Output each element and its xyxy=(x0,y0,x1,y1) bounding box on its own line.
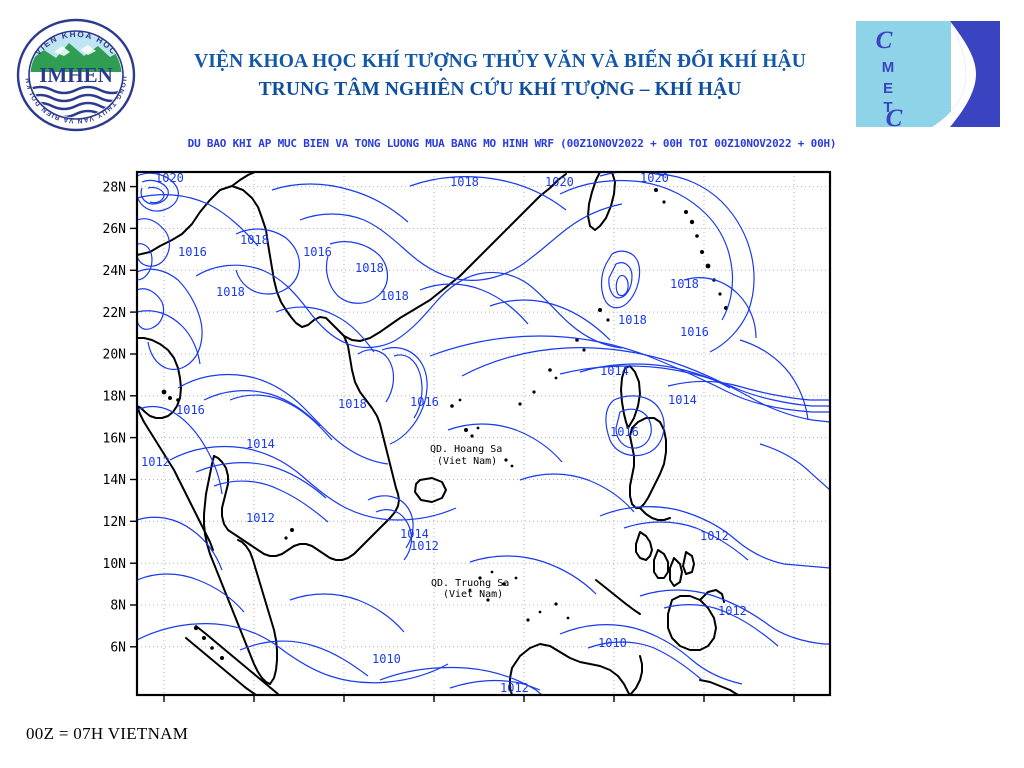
contour-label: 1018 xyxy=(240,233,269,247)
contour-label: 1014 xyxy=(400,527,429,541)
organization-title-block: VIỆN KHOA HỌC KHÍ TƯỢNG THỦY VĂN VÀ BIẾN… xyxy=(170,50,830,102)
contour-label: 1018 xyxy=(216,285,245,299)
contour-label: 1010 xyxy=(372,652,401,666)
map-background xyxy=(0,160,1024,708)
x-axis-tick-labels: 95E 100E 105E 110E 115E 120E 125E 130E xyxy=(152,707,809,708)
contour-label: 1012 xyxy=(718,604,747,618)
isobar-contours xyxy=(137,172,830,695)
y-tick-label: 18N xyxy=(103,390,126,405)
cmetc-letter-t: T xyxy=(883,99,892,116)
island-specks xyxy=(161,188,728,660)
page-header: IMHEN VIEN KHOA HOC KHI TUONG THUY VAN V… xyxy=(0,0,1024,150)
x-tick-label: 115E xyxy=(508,707,539,708)
y-tick-label: 16N xyxy=(103,431,126,446)
x-tick-label: 125E xyxy=(688,707,719,708)
truong-sa-label-line1: QD. Truong Sa xyxy=(431,578,509,589)
contour-label: 1016 xyxy=(610,425,639,439)
axis-ticks xyxy=(130,185,795,702)
y-tick-label: 20N xyxy=(103,348,126,363)
cmetc-letter-c2: C xyxy=(886,105,903,130)
y-axis-tick-labels: 6N 8N 10N 12N 14N 16N 18N 20N 22N 24N 26… xyxy=(103,180,126,655)
truong-sa-label-line2: (Viet Nam) xyxy=(443,589,503,600)
contour-label: 1018 xyxy=(450,175,479,189)
page-title-institute: VIỆN KHOA HỌC KHÍ TƯỢNG THỦY VĂN VÀ BIẾN… xyxy=(194,51,806,72)
contour-label: 1016 xyxy=(680,325,709,339)
contour-label: 1014 xyxy=(600,364,629,378)
imhen-logo: IMHEN VIEN KHOA HOC KHI TUONG THUY VAN V… xyxy=(14,16,136,132)
contour-label: 1014 xyxy=(246,437,275,451)
page-title-center: TRUNG TÂM NGHIÊN CỨU KHÍ TƯỢNG – KHÍ HẬU xyxy=(258,78,742,100)
y-tick-label: 8N xyxy=(110,599,126,614)
y-tick-label: 12N xyxy=(103,515,126,530)
contour-label: 1018 xyxy=(670,277,699,291)
contour-label: 1012 xyxy=(246,511,275,525)
x-tick-label: 95E xyxy=(152,707,175,708)
y-tick-label: 28N xyxy=(103,180,126,195)
y-tick-label: 24N xyxy=(103,264,126,279)
y-tick-label: 6N xyxy=(110,641,126,656)
x-tick-label: 120E xyxy=(598,707,629,708)
imhen-acronym: IMHEN xyxy=(39,63,113,87)
cmetc-letter-c1: C xyxy=(876,27,893,54)
x-tick-label: 110E xyxy=(418,707,449,708)
x-tick-label: 105E xyxy=(328,707,359,708)
contour-label: 1018 xyxy=(618,313,647,327)
x-tick-label: 130E xyxy=(778,707,809,708)
island-annotations: QD. Hoang Sa (Viet Nam) QD. Truong Sa (V… xyxy=(430,444,509,600)
y-tick-label: 26N xyxy=(103,222,126,237)
cmetc-logo: C M E T C xyxy=(854,18,1004,130)
hoang-sa-label-line2: (Viet Nam) xyxy=(437,456,497,467)
contour-label: 1020 xyxy=(155,171,184,185)
contour-label: 1020 xyxy=(545,175,574,189)
contour-label: 1018 xyxy=(338,397,367,411)
contour-label: 1012 xyxy=(700,529,729,543)
y-tick-label: 22N xyxy=(103,306,126,321)
contour-label: 1018 xyxy=(380,289,409,303)
y-tick-label: 14N xyxy=(103,473,126,488)
timezone-note: 00Z = 07H VIETNAM xyxy=(26,724,189,743)
forecast-subtitle: DU BAO KHI AP MUC BIEN VA TONG LUONG MUA… xyxy=(187,137,837,150)
cmetc-letter-e: E xyxy=(883,80,893,97)
contour-label: 1012 xyxy=(141,455,170,469)
contour-label: 1012 xyxy=(410,539,439,553)
y-tick-label: 10N xyxy=(103,557,126,572)
map-container: 1020 1018 1020 1020 1016 1018 1016 1018 … xyxy=(0,160,1024,708)
x-tick-label: 100E xyxy=(238,707,269,708)
contour-value-labels: 1020 1018 1020 1020 1016 1018 1016 1018 … xyxy=(141,171,747,695)
contour-label: 1016 xyxy=(303,245,332,259)
map-frame xyxy=(135,170,832,697)
hoang-sa-label-line1: QD. Hoang Sa xyxy=(430,444,502,455)
contour-label: 1014 xyxy=(668,393,697,407)
contour-label: 1016 xyxy=(176,403,205,417)
contour-label: 1020 xyxy=(640,171,669,185)
contour-label: 1012 xyxy=(500,681,529,695)
mslp-contour-map: 1020 1018 1020 1020 1016 1018 1016 1018 … xyxy=(0,160,1024,708)
contour-label: 1010 xyxy=(598,636,627,650)
contour-label: 1018 xyxy=(355,261,384,275)
cmetc-letter-m: M xyxy=(882,59,895,76)
contour-label: 1016 xyxy=(410,395,439,409)
contour-label: 1016 xyxy=(178,245,207,259)
